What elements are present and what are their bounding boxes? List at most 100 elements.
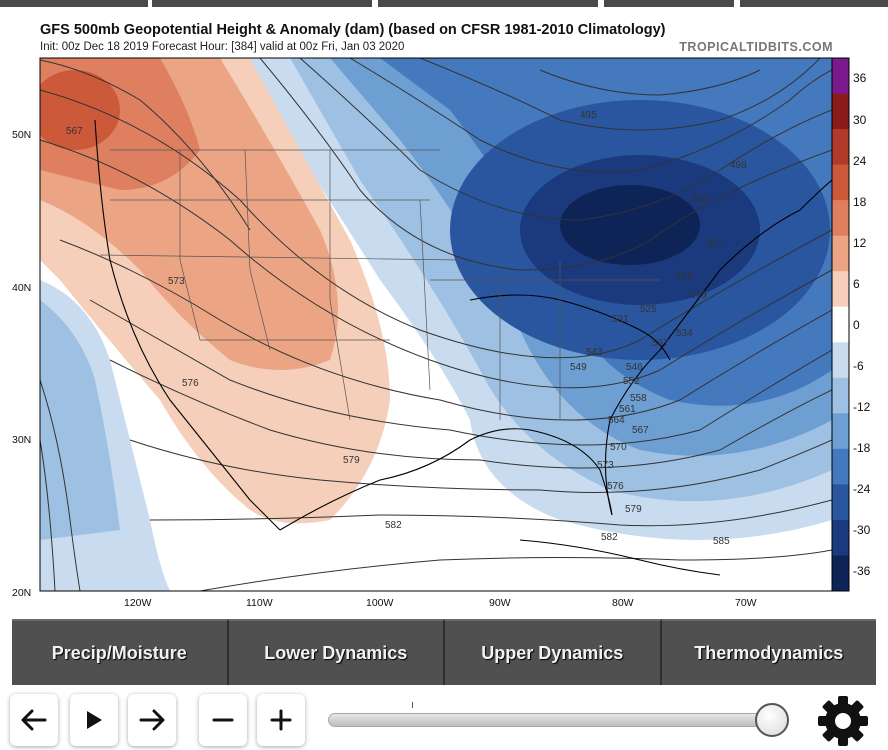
- thermodynamics-button[interactable]: Thermodynamics: [661, 619, 876, 685]
- colorbar-swatch: [832, 129, 849, 166]
- upper-dynamics-button[interactable]: Upper Dynamics: [445, 619, 662, 685]
- colorbar-label: -12: [853, 400, 871, 414]
- colorbar-label: -18: [853, 441, 871, 455]
- map-subtitle: Init: 00z Dec 18 2019 Forecast Hour: [38…: [40, 41, 405, 53]
- contour-label: 531: [612, 314, 629, 325]
- contour-label: 582: [601, 532, 618, 543]
- colorbar-label: 18: [853, 195, 867, 209]
- frame-slider-thumb[interactable]: [755, 703, 790, 737]
- contour-label: 543: [586, 347, 603, 358]
- colorbar-label: -6: [853, 359, 864, 373]
- previous-frame-button[interactable]: [10, 694, 58, 746]
- colorbar-label: 0: [853, 318, 860, 332]
- colorbar-swatch: [832, 413, 849, 450]
- lat-label: 40N: [12, 282, 31, 294]
- lat-label: 20N: [12, 587, 31, 599]
- contour-label: 576: [182, 378, 199, 389]
- map-field: 567 573 576 579 582 585 495 498 501 507 …: [40, 58, 832, 591]
- zoom-in-button[interactable]: [257, 694, 305, 746]
- gear-icon[interactable]: [815, 693, 871, 749]
- coastlines: [94, 119, 832, 576]
- top-tab[interactable]: [0, 0, 148, 7]
- colorbar-swatch: [832, 448, 849, 485]
- colorbar-label: 30: [853, 113, 867, 127]
- frame-slider-track[interactable]: [328, 713, 786, 727]
- colorbar-swatch: [832, 271, 849, 308]
- colorbar-swatch: [832, 519, 849, 556]
- slider-tick: [412, 702, 413, 708]
- contour-label: 567: [66, 126, 83, 137]
- contour-label: 534: [676, 328, 693, 339]
- lon-label: 110W: [246, 597, 273, 609]
- state-borders: [99, 149, 660, 421]
- colorbar-label: -36: [853, 564, 871, 578]
- zoom-out-button[interactable]: [199, 694, 247, 746]
- colorbar-swatch: [832, 93, 849, 130]
- colorbar-swatch: [832, 164, 849, 201]
- contour-label: 507: [707, 238, 724, 249]
- lat-label: 30N: [12, 434, 31, 446]
- category-bar: Precip/Moisture Lower Dynamics Upper Dyn…: [12, 619, 876, 685]
- contour-label: 582: [385, 520, 402, 531]
- lower-dynamics-button[interactable]: Lower Dynamics: [228, 619, 445, 685]
- colorbar-label: -30: [853, 523, 871, 537]
- contour-label: 564: [608, 415, 625, 426]
- contour-label: 552: [623, 376, 640, 387]
- contour-label: 558: [630, 393, 647, 404]
- colorbar-label: -24: [853, 482, 871, 496]
- arrow-left-icon: [21, 709, 47, 731]
- precip-moisture-button[interactable]: Precip/Moisture: [12, 619, 229, 685]
- contour-label: 561: [619, 404, 636, 415]
- colorbar-swatch: [832, 306, 849, 343]
- play-button[interactable]: [70, 694, 118, 746]
- colorbar-swatch: [832, 200, 849, 237]
- contour-label: 579: [343, 455, 360, 466]
- colorbar-label: 6: [853, 277, 860, 291]
- contour-label: 513: [676, 271, 693, 282]
- contour-label: 573: [597, 460, 614, 471]
- contour-label: 498: [730, 160, 747, 171]
- map-title: GFS 500mb Geopotential Height & Anomaly …: [40, 22, 666, 38]
- longitude-labels: 120W 110W 100W 90W 80W 70W: [124, 597, 757, 609]
- next-frame-button[interactable]: [128, 694, 176, 746]
- brand-label: TROPICALTIDBITS.COM: [679, 40, 833, 54]
- top-tab[interactable]: [604, 0, 734, 7]
- contour-label: 537: [652, 338, 669, 349]
- weather-map: 567 573 576 579 582 585 495 498 501 507 …: [12, 57, 871, 609]
- top-tab[interactable]: [152, 0, 372, 7]
- height-contours: [40, 58, 832, 591]
- contour-label: 519: [690, 290, 707, 301]
- colorbar-swatch: [832, 377, 849, 414]
- lon-label: 100W: [366, 597, 394, 609]
- contour-label: 573: [168, 276, 185, 287]
- colorbar-frame: [831, 57, 850, 592]
- colorbar-swatch: [832, 555, 849, 592]
- colorbar-swatch: [832, 235, 849, 272]
- lon-label: 70W: [735, 597, 757, 609]
- lat-label: 50N: [12, 129, 31, 141]
- colorbar-swatch: [832, 484, 849, 521]
- contour-label: 570: [610, 442, 627, 453]
- top-tab[interactable]: [378, 0, 598, 7]
- top-tab[interactable]: [740, 0, 888, 7]
- contour-label: 549: [570, 362, 587, 373]
- contour-label: 585: [713, 536, 730, 547]
- play-icon: [87, 711, 102, 729]
- contour-label: 495: [580, 110, 597, 121]
- colorbar-swatch: [832, 342, 849, 379]
- top-tab-strip: [0, 0, 888, 8]
- contour-label: 525: [640, 304, 657, 315]
- plus-icon: [270, 709, 292, 731]
- anomaly-colorbar: [831, 57, 850, 592]
- minus-icon: [212, 718, 234, 722]
- contour-label: 546: [626, 362, 643, 373]
- contour-label: 501: [692, 194, 709, 205]
- colorbar-label: 24: [853, 154, 867, 168]
- lon-label: 80W: [612, 597, 634, 609]
- lon-label: 90W: [489, 597, 511, 609]
- contour-label: 579: [625, 504, 642, 515]
- contour-label: 567: [632, 425, 649, 436]
- latitude-labels: 50N 40N 30N 20N: [12, 129, 31, 599]
- colorbar-swatch: [832, 58, 849, 95]
